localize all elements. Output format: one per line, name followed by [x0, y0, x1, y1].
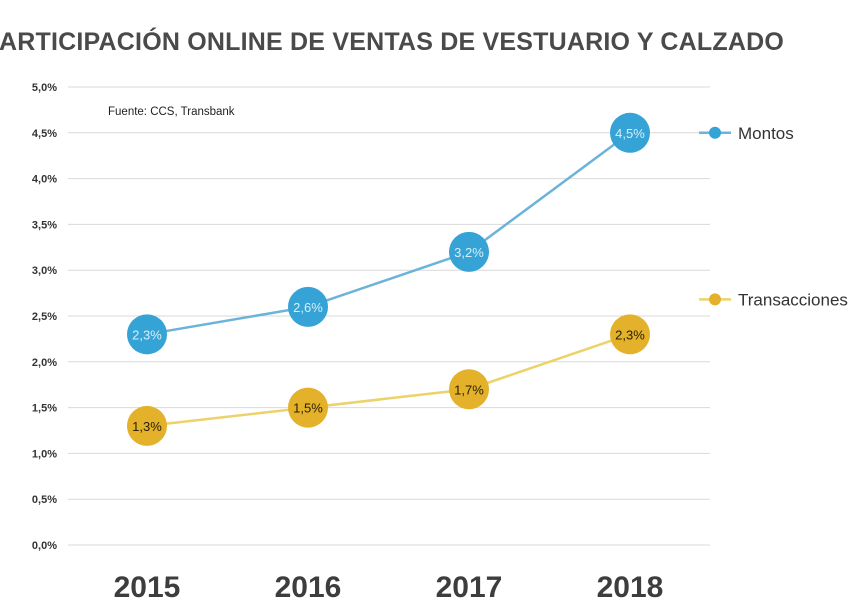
y-tick-label: 4,0%	[32, 174, 57, 186]
y-tick-label: 2,0%	[32, 357, 57, 369]
data-label: 2,6%	[293, 300, 323, 315]
legend-label: Transacciones	[738, 290, 848, 309]
data-label: 1,5%	[293, 401, 323, 416]
y-tick-label: 1,5%	[32, 403, 57, 415]
x-tick-label: 2017	[436, 571, 503, 604]
data-label: 3,2%	[454, 245, 484, 260]
data-point	[127, 405, 167, 446]
y-tick-label: 4,5%	[32, 128, 57, 140]
data-point	[610, 112, 650, 153]
x-tick-label: 2015	[114, 571, 181, 604]
y-tick-label: 2,5%	[32, 311, 57, 323]
series: 2,3% 2,6% 3,2% 4,5% 1,3% 1,5% 1,7% 2,3%	[127, 112, 650, 446]
data-label: 1,7%	[454, 382, 484, 397]
x-tick-label: 2018	[597, 571, 664, 604]
legend: Montos Transacciones	[699, 124, 848, 309]
legend-item-montos: Montos	[699, 124, 794, 143]
data-point	[288, 387, 328, 428]
legend-label: Montos	[738, 124, 794, 143]
chart-title: PARTICIPACIÓN ONLINE DE VENTAS DE VESTUA…	[0, 26, 784, 56]
series-line	[146, 333, 631, 428]
series-line	[146, 131, 631, 336]
data-point	[127, 314, 167, 355]
data-point	[610, 314, 650, 355]
legend-marker	[709, 293, 721, 306]
data-label: 2,3%	[615, 327, 645, 342]
x-axis-ticks: 2015 2016 2017 2018	[114, 571, 664, 604]
gridlines	[68, 86, 710, 546]
data-point	[449, 231, 489, 272]
x-tick-label: 2016	[275, 571, 342, 604]
source-note: Fuente: CCS, Transbank	[108, 106, 235, 118]
series-transacciones: 1,3% 1,5% 1,7% 2,3%	[127, 314, 650, 446]
y-tick-label: 5,0%	[32, 82, 57, 94]
data-point	[449, 369, 489, 410]
data-point	[288, 286, 328, 327]
y-tick-label: 1,0%	[32, 448, 57, 460]
y-tick-label: 0,0%	[32, 540, 57, 552]
legend-marker	[709, 126, 721, 139]
data-label: 2,3%	[132, 327, 162, 342]
series-montos: 2,3% 2,6% 3,2% 4,5%	[127, 112, 650, 355]
data-label: 1,3%	[132, 419, 162, 434]
y-tick-label: 3,0%	[32, 265, 57, 277]
legend-item-transacciones: Transacciones	[699, 290, 848, 309]
y-tick-label: 3,5%	[32, 219, 57, 231]
y-axis-ticks: 0,0% 0,5% 1,0% 1,5% 2,0% 2,5% 3,0% 3,5% 4,0% 4,5%…	[32, 82, 57, 552]
data-label: 4,5%	[615, 126, 645, 141]
y-tick-label: 0,5%	[32, 494, 57, 506]
